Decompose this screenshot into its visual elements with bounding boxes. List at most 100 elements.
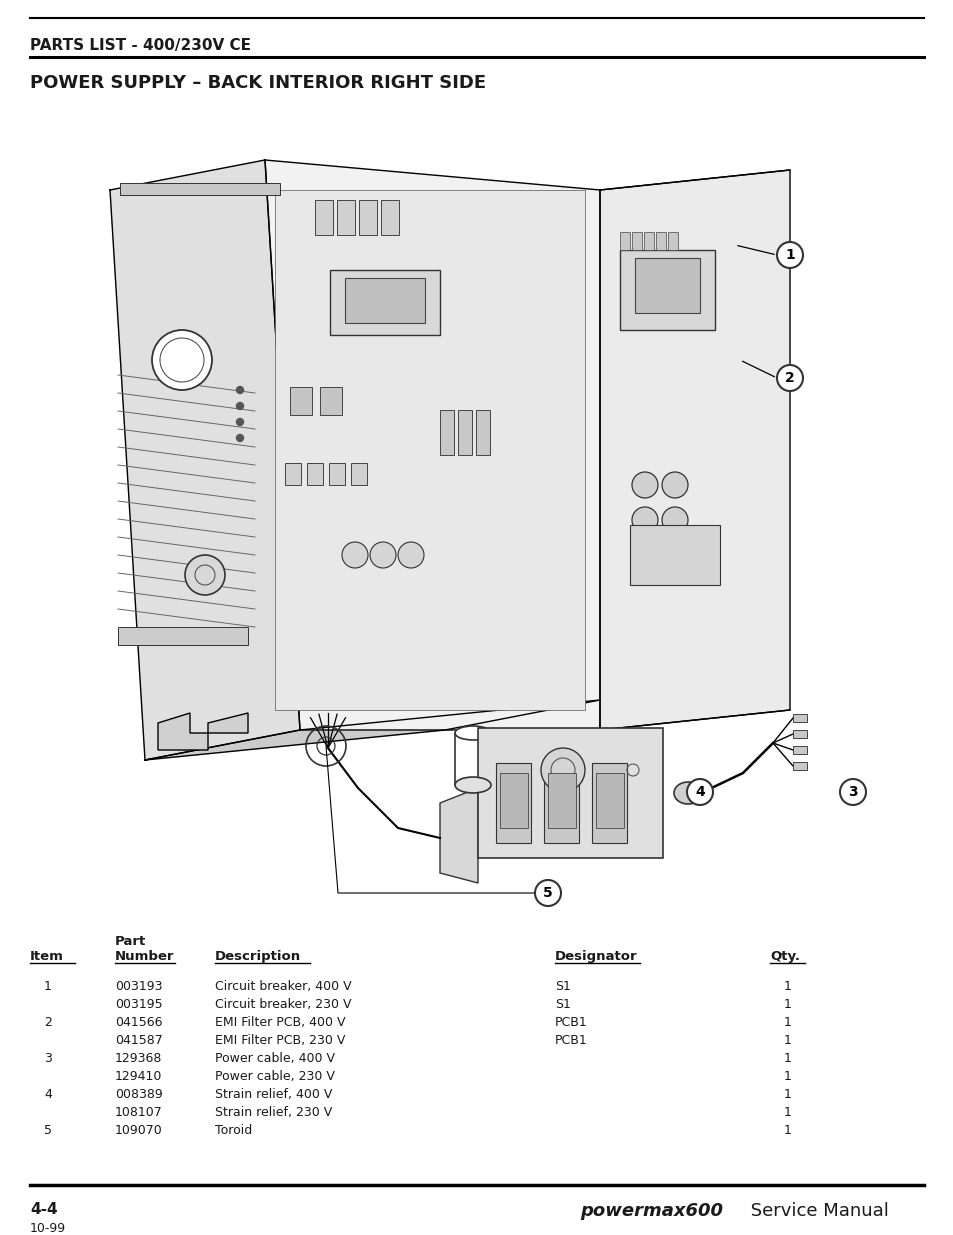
- Text: 4: 4: [44, 1088, 51, 1100]
- Circle shape: [236, 435, 243, 441]
- Bar: [351, 463, 367, 485]
- Bar: [792, 762, 806, 769]
- Text: 1: 1: [783, 1034, 791, 1047]
- Bar: [118, 627, 248, 645]
- Text: 1: 1: [783, 1070, 791, 1083]
- Circle shape: [236, 387, 243, 394]
- Text: Toroid: Toroid: [214, 1124, 252, 1137]
- Text: 1: 1: [783, 1052, 791, 1065]
- Text: 3: 3: [44, 1052, 51, 1065]
- Text: 041566: 041566: [115, 1016, 162, 1029]
- Text: Designator: Designator: [555, 950, 637, 963]
- Circle shape: [535, 881, 560, 906]
- Bar: [380, 200, 398, 235]
- Text: 129410: 129410: [115, 1070, 162, 1083]
- Bar: [547, 773, 576, 827]
- Polygon shape: [110, 161, 299, 760]
- Bar: [596, 773, 623, 827]
- Text: 1: 1: [783, 1107, 791, 1119]
- Text: 008389: 008389: [115, 1088, 163, 1100]
- Bar: [792, 746, 806, 755]
- Bar: [477, 727, 662, 858]
- Text: EMI Filter PCB, 230 V: EMI Filter PCB, 230 V: [214, 1034, 345, 1047]
- Polygon shape: [599, 170, 789, 730]
- Ellipse shape: [455, 777, 491, 793]
- Bar: [592, 763, 626, 844]
- Text: Strain relief, 230 V: Strain relief, 230 V: [214, 1107, 332, 1119]
- Bar: [439, 410, 454, 454]
- Circle shape: [661, 508, 687, 534]
- Text: 2: 2: [784, 370, 794, 385]
- Bar: [499, 773, 527, 827]
- Bar: [290, 387, 312, 415]
- Text: 4: 4: [695, 785, 704, 799]
- Circle shape: [236, 403, 243, 410]
- Text: Description: Description: [214, 950, 301, 963]
- Text: 1: 1: [44, 981, 51, 993]
- Bar: [330, 270, 439, 335]
- Text: S1: S1: [555, 981, 570, 993]
- Text: PCB1: PCB1: [555, 1016, 587, 1029]
- Polygon shape: [145, 700, 599, 760]
- Bar: [496, 763, 531, 844]
- Circle shape: [152, 330, 212, 390]
- Bar: [455, 734, 491, 785]
- Text: Power cable, 230 V: Power cable, 230 V: [214, 1070, 335, 1083]
- Text: Number: Number: [115, 950, 174, 963]
- Circle shape: [661, 472, 687, 498]
- Text: EMI Filter PCB, 400 V: EMI Filter PCB, 400 V: [214, 1016, 345, 1029]
- Circle shape: [686, 779, 712, 805]
- Circle shape: [631, 508, 658, 534]
- Polygon shape: [158, 713, 248, 750]
- Bar: [285, 463, 301, 485]
- Bar: [543, 763, 578, 844]
- Bar: [667, 232, 678, 249]
- Bar: [345, 278, 424, 324]
- Text: 108107: 108107: [115, 1107, 163, 1119]
- Text: 1: 1: [783, 1124, 791, 1137]
- Text: 1: 1: [783, 1016, 791, 1029]
- Circle shape: [397, 542, 423, 568]
- Bar: [358, 200, 376, 235]
- Text: 3: 3: [847, 785, 857, 799]
- Circle shape: [341, 542, 368, 568]
- Text: Circuit breaker, 230 V: Circuit breaker, 230 V: [214, 998, 351, 1011]
- Circle shape: [370, 542, 395, 568]
- Bar: [319, 387, 341, 415]
- Bar: [792, 730, 806, 739]
- Text: S1: S1: [555, 998, 570, 1011]
- Ellipse shape: [673, 782, 701, 804]
- Text: 003193: 003193: [115, 981, 162, 993]
- Text: Qty.: Qty.: [769, 950, 800, 963]
- Circle shape: [840, 779, 865, 805]
- Bar: [336, 200, 355, 235]
- Text: 1: 1: [783, 981, 791, 993]
- Ellipse shape: [455, 726, 491, 740]
- Circle shape: [236, 419, 243, 426]
- Bar: [314, 200, 333, 235]
- Text: 1: 1: [784, 248, 794, 262]
- Bar: [631, 232, 641, 249]
- Bar: [792, 714, 806, 722]
- Bar: [476, 410, 490, 454]
- Bar: [635, 258, 700, 312]
- Text: 2: 2: [44, 1016, 51, 1029]
- Circle shape: [185, 555, 225, 595]
- Text: 10-99: 10-99: [30, 1221, 66, 1235]
- Text: 129368: 129368: [115, 1052, 162, 1065]
- Text: 4-4: 4-4: [30, 1202, 57, 1216]
- Bar: [619, 249, 714, 330]
- Circle shape: [776, 242, 802, 268]
- Text: 5: 5: [542, 885, 553, 900]
- Bar: [307, 463, 323, 485]
- Circle shape: [631, 472, 658, 498]
- Bar: [643, 232, 654, 249]
- Bar: [619, 232, 629, 249]
- Text: Strain relief, 400 V: Strain relief, 400 V: [214, 1088, 332, 1100]
- Text: 5: 5: [44, 1124, 52, 1137]
- Text: Part: Part: [115, 935, 146, 948]
- Text: 003195: 003195: [115, 998, 162, 1011]
- Text: POWER SUPPLY – BACK INTERIOR RIGHT SIDE: POWER SUPPLY – BACK INTERIOR RIGHT SIDE: [30, 74, 486, 91]
- Text: 1: 1: [783, 1088, 791, 1100]
- Text: 1: 1: [783, 998, 791, 1011]
